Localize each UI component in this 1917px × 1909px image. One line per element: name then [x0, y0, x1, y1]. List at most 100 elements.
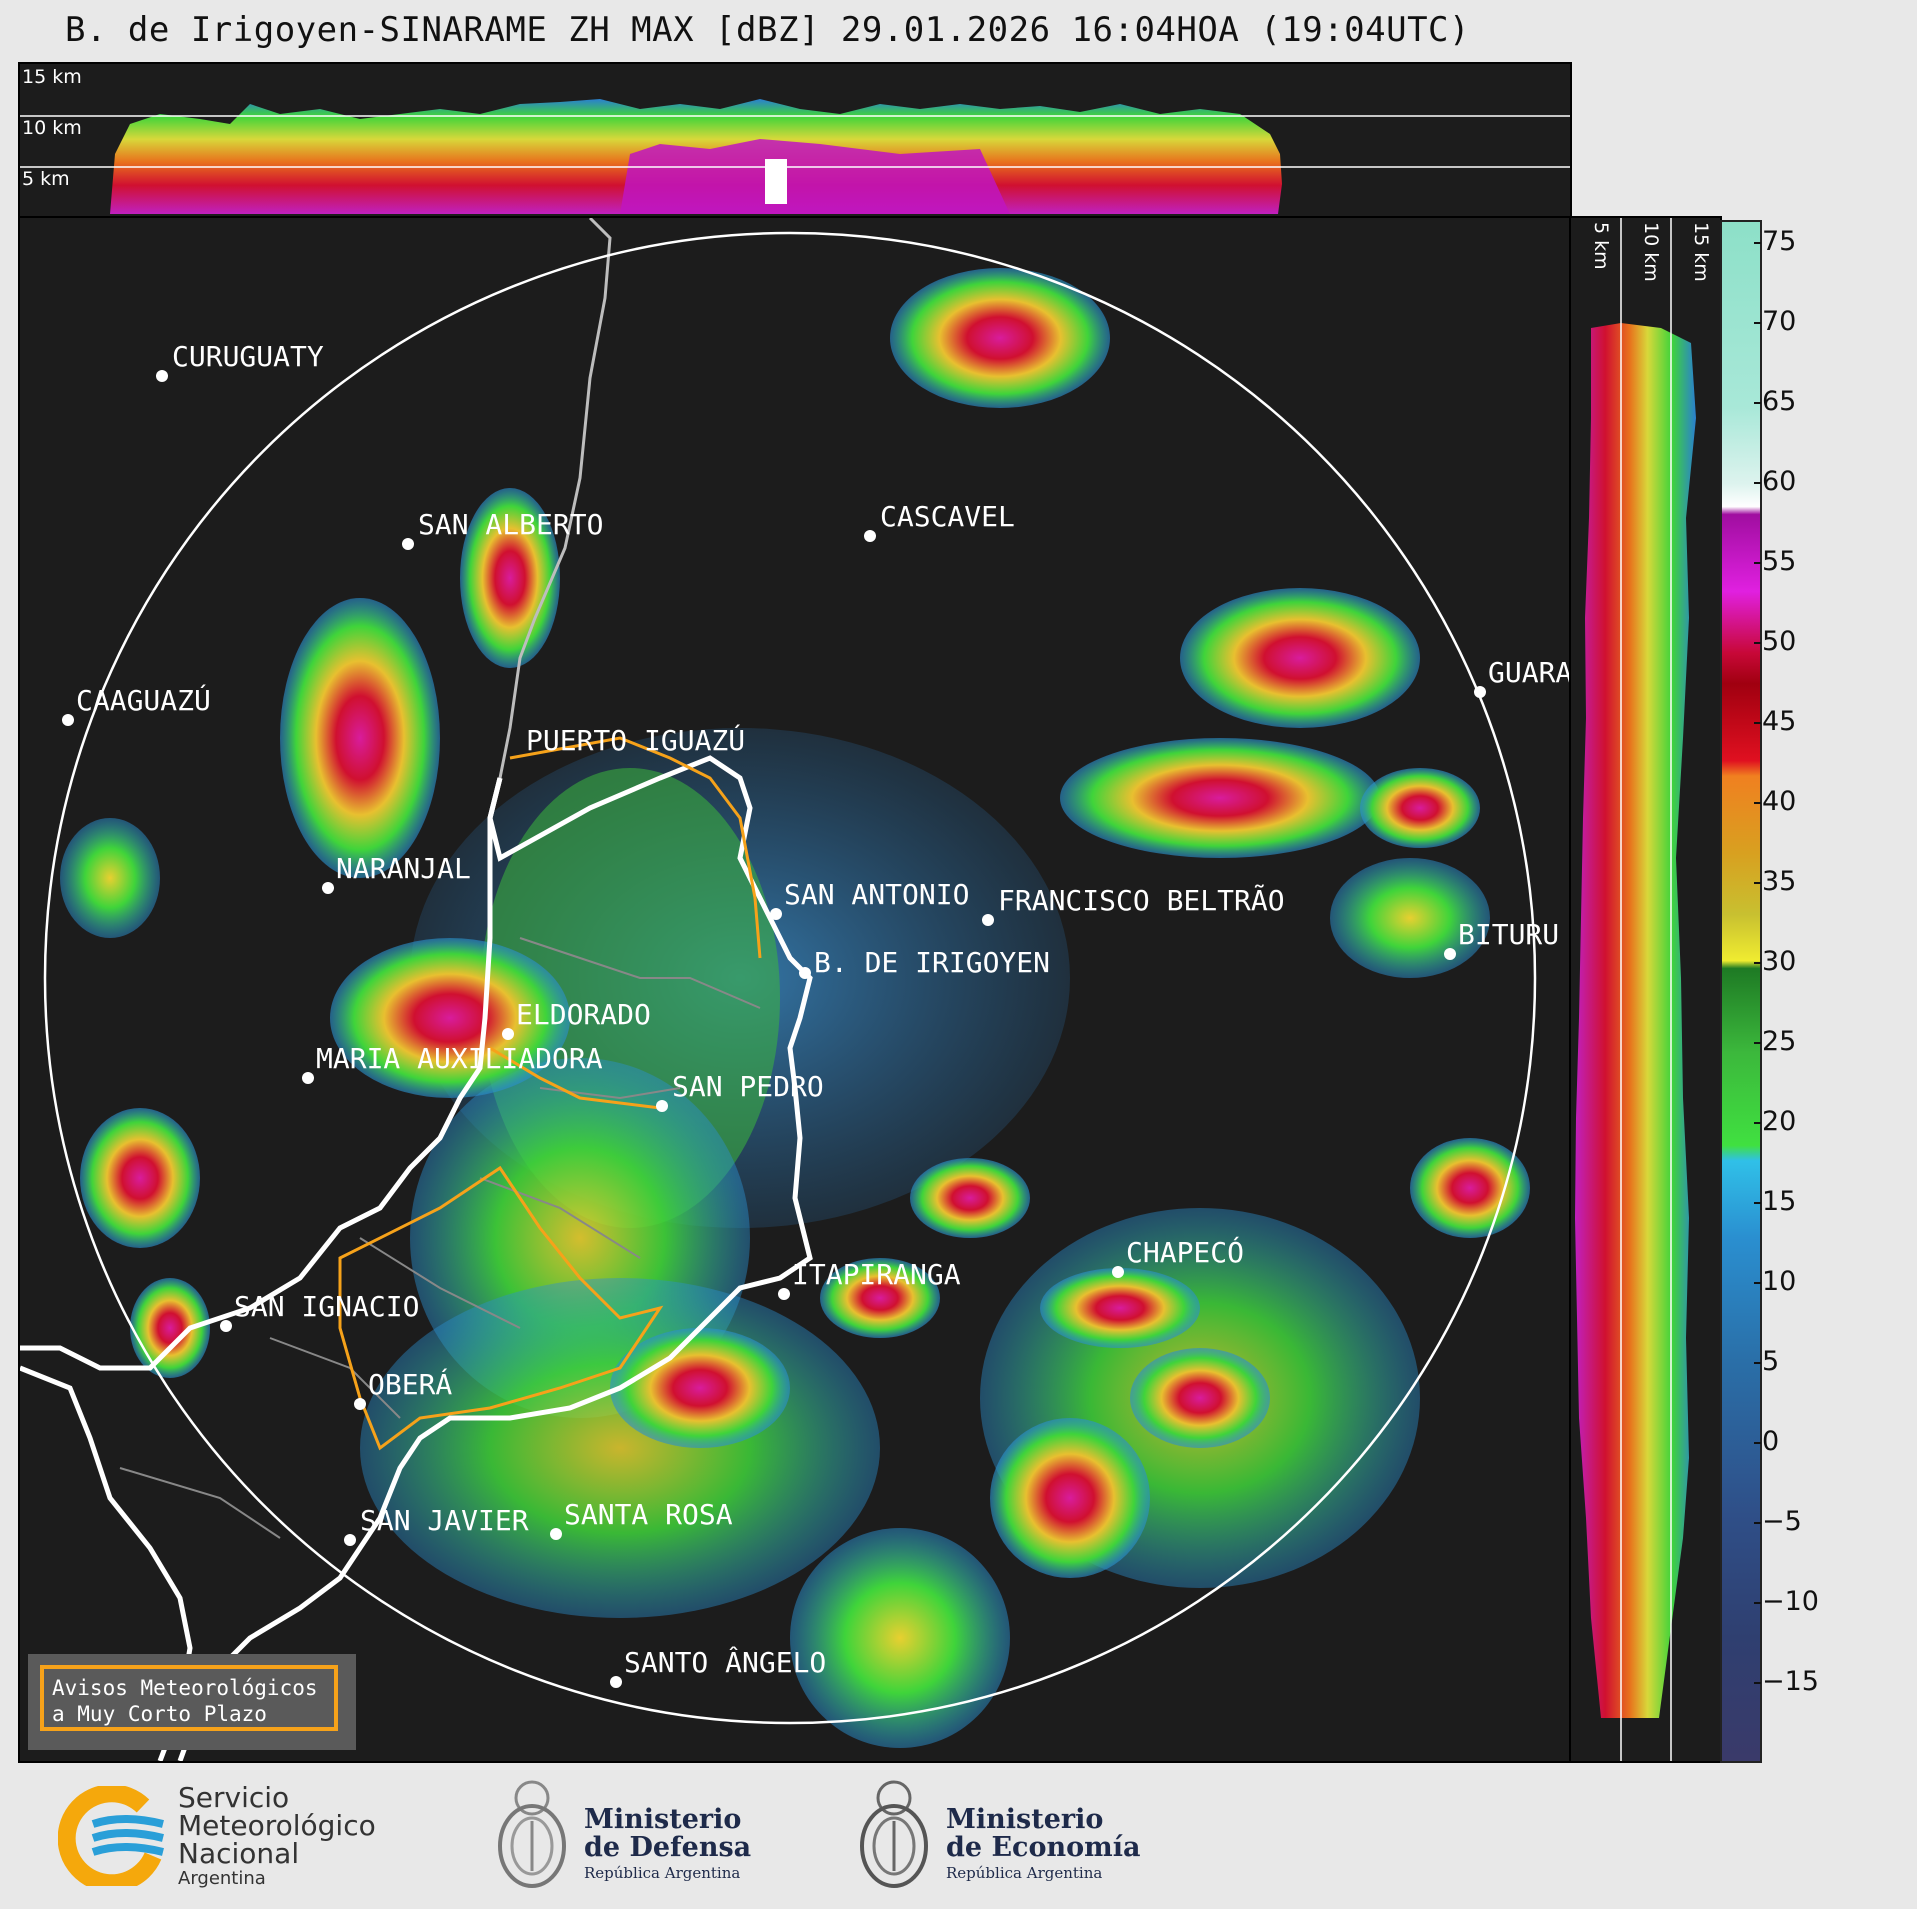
- city-naranjal[interactable]: NARANJAL: [322, 852, 471, 894]
- side-label-10km: 10 km: [1640, 222, 1662, 282]
- defensa-line-2: de Defensa: [584, 1832, 752, 1863]
- top-echo-peak: [765, 159, 787, 204]
- storm-cell: [990, 1418, 1150, 1578]
- storm-cell: [890, 268, 1110, 408]
- border-parana-river: [20, 777, 503, 1371]
- smn-line-2: Meteorológico: [178, 1809, 376, 1842]
- colorbar-tick-minus10: −10: [1754, 1586, 1819, 1617]
- economia-line-3: República Argentina: [946, 1864, 1103, 1882]
- storm-cell: [1060, 738, 1380, 858]
- storm-cell: [1180, 588, 1420, 728]
- colorbar-tick-75: 75: [1753, 226, 1797, 257]
- warning-polygons[interactable]: [338, 736, 762, 1451]
- avisos-legend[interactable]: Avisos Meteorológicos a Muy Corto Plazo: [28, 1654, 356, 1750]
- side-cross-section-panel: 5 km 10 km 15 km: [1569, 216, 1722, 1763]
- smn-line-3: Nacional: [178, 1837, 300, 1870]
- colorbar-tick-25: 25: [1753, 1026, 1797, 1057]
- city-cascavel-label: CASCAVEL: [880, 500, 1015, 533]
- storm-cell: [60, 818, 160, 938]
- city-cascavel[interactable]: CASCAVEL: [864, 500, 1015, 542]
- defensa-seal: [494, 1776, 570, 1892]
- avisos-line-1: Avisos Meteorológicos: [52, 1676, 318, 1700]
- radar-map-panel[interactable]: CURUGUATY SAN ALBERTO CASCAVEL CAAGUAZÚ …: [18, 216, 1572, 1763]
- radar-map-svg[interactable]: CURUGUATY SAN ALBERTO CASCAVEL CAAGUAZÚ …: [20, 218, 1570, 1761]
- department-boundaries: [119, 937, 761, 1539]
- storm-cell: [460, 488, 560, 668]
- city-b-de-irigoyen-label: B. DE IRIGOYEN: [814, 946, 1050, 979]
- colorbar-tick-15: 15: [1753, 1186, 1797, 1217]
- defensa-line-1: Ministerio: [584, 1804, 742, 1835]
- city-obera[interactable]: OBERÁ: [354, 1367, 452, 1410]
- defensa-line-3: República Argentina: [584, 1864, 741, 1882]
- avisos-line-2: a Muy Corto Plazo: [52, 1702, 267, 1726]
- colorbar: [1720, 220, 1762, 1763]
- city-eldorado[interactable]: ELDORADO: [502, 998, 651, 1040]
- city-puerto-iguazu-label: PUERTO IGUAZÚ: [526, 723, 745, 757]
- colorbar-tick-10: 10: [1753, 1266, 1797, 1297]
- storm-cell: [1360, 768, 1480, 848]
- city-caaguazu-label: CAAGUAZÚ: [76, 683, 211, 717]
- city-bituruna[interactable]: BITURU: [1444, 918, 1559, 960]
- city-san-javier-label: SAN JAVIER: [360, 1504, 529, 1537]
- city-san-pedro[interactable]: SAN PEDRO: [656, 1070, 824, 1112]
- city-francisco-beltrao-label: FRANCISCO BELTRÃO: [998, 884, 1285, 917]
- storm-cell: [790, 1528, 1010, 1748]
- echo-south-field: [360, 1278, 880, 1618]
- storm-cell: [330, 938, 570, 1098]
- storm-cell: [1040, 1268, 1200, 1348]
- city-itapiranga-label: ITAPIRANGA: [792, 1258, 961, 1291]
- city-b-de-irigoyen[interactable]: B. DE IRIGOYEN: [799, 946, 1050, 979]
- city-san-alberto-label: SAN ALBERTO: [418, 508, 603, 541]
- city-san-ignacio-label: SAN IGNACIO: [234, 1290, 419, 1323]
- city-obera-label: OBERÁ: [368, 1367, 452, 1401]
- avisos-legend-box: Avisos Meteorológicos a Muy Corto Plazo: [40, 1665, 338, 1731]
- economia-line-2: de Economía: [946, 1832, 1141, 1863]
- smn-logo: [58, 1786, 168, 1886]
- side-echo-profile: [1575, 323, 1696, 1718]
- side-cross-section-svg: 5 km 10 km 15 km: [1575, 218, 1712, 1761]
- storm-cell: [130, 1278, 210, 1378]
- colorbar-tick-20: 20: [1753, 1106, 1797, 1137]
- city-curuguaty-label: CURUGUATY: [172, 340, 324, 373]
- city-maria-auxiliadora[interactable]: MARIA AUXILIADORA: [302, 1042, 603, 1084]
- page-title: B. de Irigoyen-SINARAME ZH MAX [dBZ] 29.…: [65, 10, 1470, 50]
- city-santa-rosa[interactable]: SANTA ROSA: [550, 1498, 733, 1540]
- colorbar-tick-35: 35: [1753, 866, 1797, 897]
- economia-seal: [856, 1776, 932, 1892]
- defensa-logo-text: Ministerio de Defensa República Argentin…: [584, 1806, 751, 1884]
- city-san-antonio-label: SAN ANTONIO: [784, 878, 969, 911]
- city-chapeco[interactable]: CHAPECÓ: [1112, 1235, 1244, 1278]
- city-guarapuava-label: GUARA: [1488, 656, 1570, 689]
- city-guarapuava[interactable]: GUARA: [1474, 656, 1570, 698]
- city-san-ignacio[interactable]: SAN IGNACIO: [220, 1290, 419, 1332]
- storm-cell: [610, 1328, 790, 1448]
- top-cross-section-svg: 15 km 10 km 5 km: [20, 66, 1570, 214]
- city-puerto-iguazu[interactable]: PUERTO IGUAZÚ: [526, 723, 745, 757]
- colorbar-tick-30: 30: [1753, 946, 1797, 977]
- defensa-seal-icon: [498, 1780, 566, 1888]
- colorbar-tick-minus5: −5: [1754, 1506, 1802, 1537]
- colorbar-tick-65: 65: [1753, 386, 1797, 417]
- city-san-pedro-label: SAN PEDRO: [672, 1070, 824, 1103]
- city-naranjal-label: NARANJAL: [336, 852, 471, 885]
- city-santo-angelo[interactable]: SANTO ÂNGELO: [610, 1645, 826, 1688]
- smn-logo-icon: [58, 1786, 164, 1886]
- colorbar-tick-40: 40: [1753, 786, 1797, 817]
- top-label-10km: 10 km: [22, 117, 82, 139]
- city-san-antonio[interactable]: SAN ANTONIO: [770, 878, 969, 920]
- colorbar-tick-5: 5: [1753, 1346, 1780, 1377]
- storm-cell: [820, 1258, 940, 1338]
- city-san-javier[interactable]: SAN JAVIER: [344, 1504, 529, 1546]
- storm-cell: [280, 598, 440, 878]
- storm-cell: [910, 1158, 1030, 1238]
- city-san-alberto[interactable]: SAN ALBERTO: [402, 508, 603, 550]
- city-caaguazu[interactable]: CAAGUAZÚ: [62, 683, 211, 726]
- city-santa-rosa-label: SANTA ROSA: [564, 1498, 733, 1531]
- colorbar-tick-0: 0: [1753, 1426, 1780, 1457]
- border-paraguay-brazil: [498, 218, 612, 779]
- city-curuguaty[interactable]: CURUGUATY: [156, 340, 324, 382]
- city-francisco-beltrao[interactable]: FRANCISCO BELTRÃO: [982, 884, 1285, 926]
- storm-cell: [1410, 1138, 1530, 1238]
- city-itapiranga[interactable]: ITAPIRANGA: [778, 1258, 961, 1300]
- smn-line-1: Servicio: [178, 1781, 290, 1814]
